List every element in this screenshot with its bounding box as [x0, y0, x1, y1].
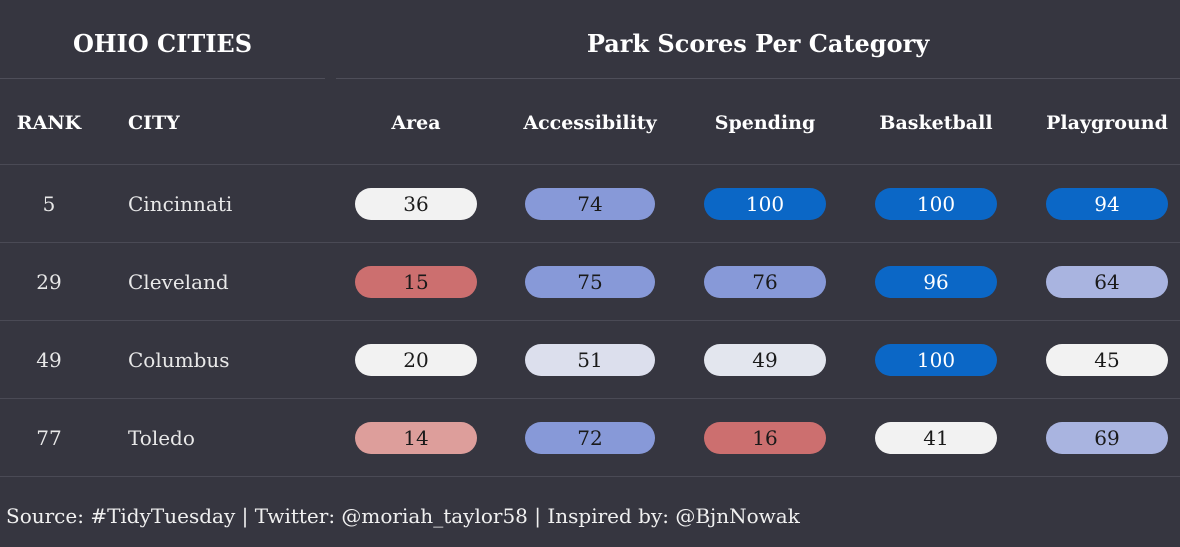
- column-header-basketball: Basketball: [879, 112, 993, 134]
- right-title-underline: [336, 78, 1180, 79]
- score-pill-basketball: 96: [875, 266, 997, 298]
- city-cell: Columbus: [128, 348, 230, 372]
- row-divider: [0, 242, 1180, 243]
- column-header-playground: Playground: [1046, 112, 1168, 134]
- score-pill-basketball: 41: [875, 422, 997, 454]
- park-scores-title: Park Scores Per Category: [586, 29, 930, 58]
- rank-cell: 49: [36, 348, 62, 372]
- city-column-header: CITY: [128, 112, 180, 134]
- rank-column-header: RANK: [16, 112, 82, 134]
- score-pill-accessibility: 75: [525, 266, 655, 298]
- table-row: 77 Toledo 14 72 16 41 69: [0, 399, 1180, 477]
- score-pill-spending: 16: [704, 422, 826, 454]
- source-caption: Source: #TidyTuesday | Twitter: @moriah_…: [6, 504, 800, 528]
- rank-cell: 77: [36, 426, 62, 450]
- column-header-spending: Spending: [714, 112, 816, 134]
- score-pill-accessibility: 51: [525, 344, 655, 376]
- column-header-area: Area: [391, 112, 441, 134]
- rank-cell: 29: [36, 270, 62, 294]
- score-pill-area: 20: [355, 344, 477, 376]
- table-row: 5 Cincinnati 36 74 100 100 94: [0, 165, 1180, 243]
- column-header-accessibility: Accessibility: [523, 112, 657, 134]
- table-row: 49 Columbus 20 51 49 100 45: [0, 321, 1180, 399]
- score-pill-area: 15: [355, 266, 477, 298]
- score-pill-playground: 64: [1046, 266, 1168, 298]
- ohio-cities-title: OHIO CITIES: [72, 29, 253, 58]
- score-pill-accessibility: 72: [525, 422, 655, 454]
- score-pill-spending: 76: [704, 266, 826, 298]
- city-cell: Cincinnati: [128, 192, 233, 216]
- city-cell: Cleveland: [128, 270, 229, 294]
- score-pill-spending: 49: [704, 344, 826, 376]
- row-divider: [0, 476, 1180, 477]
- score-pill-playground: 45: [1046, 344, 1168, 376]
- header-divider: [0, 164, 1180, 165]
- score-pill-playground: 69: [1046, 422, 1168, 454]
- score-pill-accessibility: 74: [525, 188, 655, 220]
- score-pill-basketball: 100: [875, 344, 997, 376]
- row-divider: [0, 320, 1180, 321]
- rank-cell: 5: [42, 192, 56, 216]
- score-pill-area: 36: [355, 188, 477, 220]
- score-pill-playground: 94: [1046, 188, 1168, 220]
- left-title-underline: [0, 78, 325, 79]
- score-pill-area: 14: [355, 422, 477, 454]
- table-row: 29 Cleveland 15 75 76 96 64: [0, 243, 1180, 321]
- row-divider: [0, 398, 1180, 399]
- score-pill-spending: 100: [704, 188, 826, 220]
- score-pill-basketball: 100: [875, 188, 997, 220]
- city-cell: Toledo: [128, 426, 195, 450]
